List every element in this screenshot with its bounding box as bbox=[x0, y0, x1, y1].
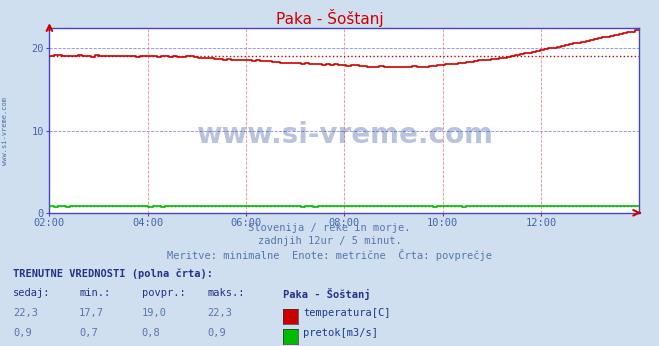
Text: povpr.:: povpr.: bbox=[142, 288, 185, 298]
Text: Slovenija / reke in morje.: Slovenija / reke in morje. bbox=[248, 223, 411, 233]
Text: 22,3: 22,3 bbox=[208, 308, 233, 318]
Text: Meritve: minimalne  Enote: metrične  Črta: povprečje: Meritve: minimalne Enote: metrične Črta:… bbox=[167, 249, 492, 261]
Text: sedaj:: sedaj: bbox=[13, 288, 51, 298]
Text: TRENUTNE VREDNOSTI (polna črta):: TRENUTNE VREDNOSTI (polna črta): bbox=[13, 268, 213, 279]
Text: www.si-vreme.com: www.si-vreme.com bbox=[2, 98, 9, 165]
Text: www.si-vreme.com: www.si-vreme.com bbox=[196, 121, 493, 149]
Text: 0,7: 0,7 bbox=[79, 328, 98, 338]
Text: zadnjih 12ur / 5 minut.: zadnjih 12ur / 5 minut. bbox=[258, 236, 401, 246]
Text: 22,3: 22,3 bbox=[13, 308, 38, 318]
Text: 0,8: 0,8 bbox=[142, 328, 160, 338]
Text: Paka - Šoštanj: Paka - Šoštanj bbox=[275, 9, 384, 27]
Text: 19,0: 19,0 bbox=[142, 308, 167, 318]
Text: 0,9: 0,9 bbox=[208, 328, 226, 338]
Text: 0,9: 0,9 bbox=[13, 328, 32, 338]
Text: 17,7: 17,7 bbox=[79, 308, 104, 318]
Text: temperatura[C]: temperatura[C] bbox=[303, 308, 391, 318]
Text: Paka - Šoštanj: Paka - Šoštanj bbox=[283, 288, 371, 300]
Text: maks.:: maks.: bbox=[208, 288, 245, 298]
Text: pretok[m3/s]: pretok[m3/s] bbox=[303, 328, 378, 338]
Text: min.:: min.: bbox=[79, 288, 110, 298]
